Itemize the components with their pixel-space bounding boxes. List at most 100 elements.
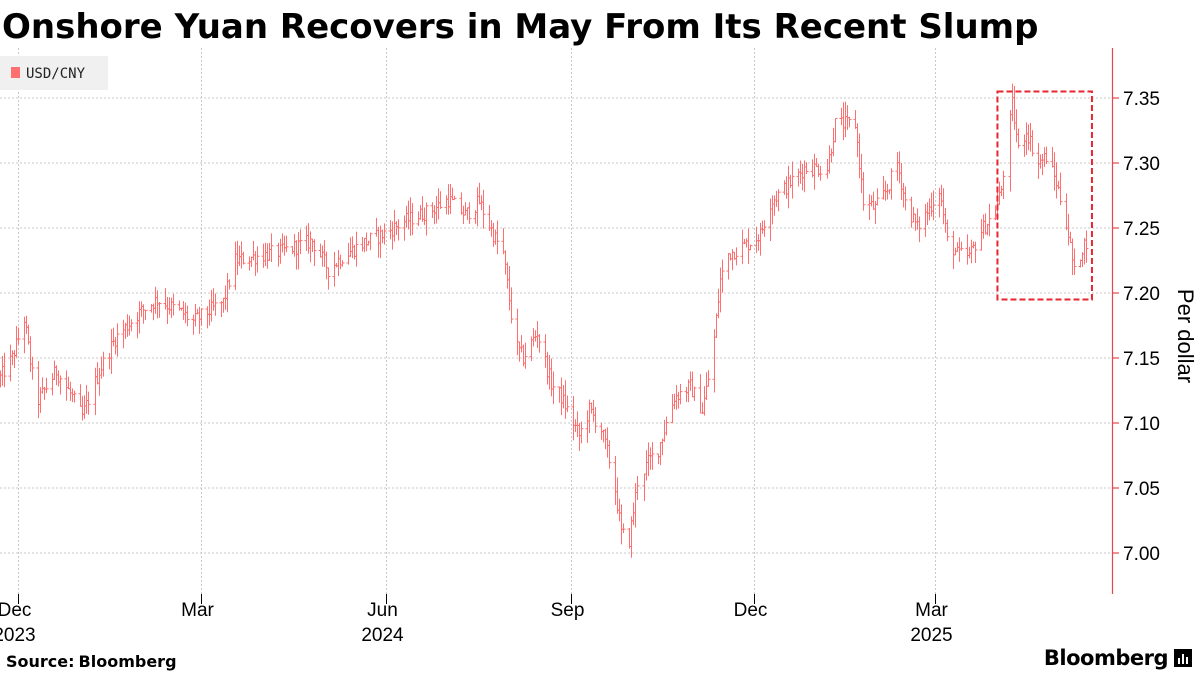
ohlc-bar xyxy=(1070,238,1075,276)
ohlc-bar xyxy=(579,421,584,444)
ohlc-bar xyxy=(841,102,846,141)
ohlc-bar xyxy=(1014,109,1019,143)
ohlc-bar xyxy=(380,229,385,244)
ohlc-bar xyxy=(424,202,429,236)
ohlc-bar xyxy=(181,301,186,320)
ohlc-bar xyxy=(446,184,451,215)
ohlc-bar xyxy=(30,356,35,380)
ohlc-bar xyxy=(915,208,920,230)
ohlc-bar xyxy=(899,163,904,200)
ohlc-bar xyxy=(14,326,19,358)
ohlc-bar xyxy=(951,230,956,269)
ohlc-bar xyxy=(714,313,719,338)
ohlc-bar xyxy=(515,308,520,356)
ohlc-bar xyxy=(1036,143,1041,179)
ohlc-bar xyxy=(241,251,246,265)
ohlc-bar xyxy=(883,180,888,201)
ohlc-bar xyxy=(467,202,472,224)
ohlc-bar xyxy=(97,367,102,396)
ohlc-bar xyxy=(740,229,745,265)
ohlc-bar xyxy=(648,447,653,470)
y-tick-label: 7.35 xyxy=(1123,89,1160,110)
ohlc-bar xyxy=(591,399,596,422)
ohlc-bar xyxy=(1040,153,1045,176)
ohlc-bar xyxy=(255,246,260,273)
y-tick-label: 7.30 xyxy=(1123,154,1160,175)
ohlc-bar xyxy=(615,477,620,514)
ohlc-bar xyxy=(213,293,218,316)
highlight-box-layer xyxy=(996,90,1093,301)
highlight-box xyxy=(996,90,1093,301)
ohlc-bar xyxy=(0,355,5,386)
ohlc-bar xyxy=(756,234,761,251)
ohlc-bar xyxy=(239,241,244,269)
ohlc-bar xyxy=(762,220,767,237)
ohlc-bar xyxy=(889,168,894,200)
ohlc-bar xyxy=(903,186,908,211)
ohlc-bar xyxy=(676,391,681,409)
ohlc-bar xyxy=(700,402,705,414)
ohlc-bar xyxy=(957,237,962,262)
ohlc-bar xyxy=(434,196,439,224)
ohlc-bar xyxy=(965,234,970,265)
ohlc-bar xyxy=(334,263,339,268)
ohlc-bar xyxy=(571,395,576,441)
ohlc-bar xyxy=(855,123,860,158)
ohlc-bar xyxy=(871,191,876,210)
ohlc-bar xyxy=(86,391,91,415)
ohlc-bar xyxy=(825,158,830,179)
ohlc-bar xyxy=(101,351,106,377)
ohlc-bar xyxy=(221,297,226,313)
ohlc-bar xyxy=(698,374,703,414)
ohlc-bar xyxy=(99,356,104,379)
ohlc-bar xyxy=(64,370,69,401)
ohlc-bar xyxy=(481,189,486,229)
axes: Dec 2023 Mar Jun 2024 Sep Dec Mar 2025 7.00 7.05 7.… xyxy=(0,48,1160,646)
ohlc-bar xyxy=(290,246,295,255)
ohlc-bar xyxy=(477,182,482,205)
ohlc-bar xyxy=(448,183,453,214)
ohlc-bar xyxy=(644,450,649,481)
ohlc-bar xyxy=(1064,193,1069,231)
ohlc-bar xyxy=(702,386,707,416)
ohlc-bar xyxy=(772,195,777,216)
ohlc-bar xyxy=(223,285,228,310)
ohlc-bar xyxy=(267,242,272,261)
ohlc-bar xyxy=(282,235,287,256)
ohlc-bar xyxy=(923,204,928,237)
ohlc-bar xyxy=(219,301,224,318)
ohlc-bar xyxy=(251,240,256,261)
x-tick-label: Sep xyxy=(551,600,585,621)
ohlc-bar xyxy=(585,410,590,443)
ohlc-bar xyxy=(84,385,89,414)
ohlc-bar xyxy=(304,225,309,252)
ohlc-bar xyxy=(493,229,498,245)
ohlc-bar xyxy=(720,259,725,293)
ohlc-bar xyxy=(420,196,425,222)
ohlc-bar xyxy=(605,427,610,458)
ohlc-bar xyxy=(505,262,510,289)
ohlc-bar xyxy=(812,153,817,190)
ohlc-bar xyxy=(784,176,789,199)
ohlc-bar xyxy=(983,213,988,235)
ohlc-bar xyxy=(1054,162,1059,199)
ohlc-bar xyxy=(678,384,683,405)
ohlc-bar xyxy=(205,306,210,329)
ohlc-bar xyxy=(987,203,992,237)
ohlc-bar xyxy=(782,180,787,195)
ohlc-bar xyxy=(642,473,647,502)
legend: USD/CNY xyxy=(0,56,108,90)
ohlc-bar xyxy=(535,321,540,348)
ohlc-bar xyxy=(895,152,900,181)
ohlc-bar xyxy=(459,192,464,215)
ohlc-bar xyxy=(1068,231,1073,244)
ohlc-bar xyxy=(336,250,341,277)
ohlc-bar xyxy=(684,387,689,402)
ohlc-bar xyxy=(593,407,598,434)
ohlc-bar xyxy=(450,187,455,201)
ohlc-bar xyxy=(265,243,270,269)
ohlc-bar xyxy=(93,367,98,416)
ohlc-bar xyxy=(127,315,132,336)
ohlc-bar xyxy=(139,301,144,317)
ohlc-bar xyxy=(1038,154,1043,169)
